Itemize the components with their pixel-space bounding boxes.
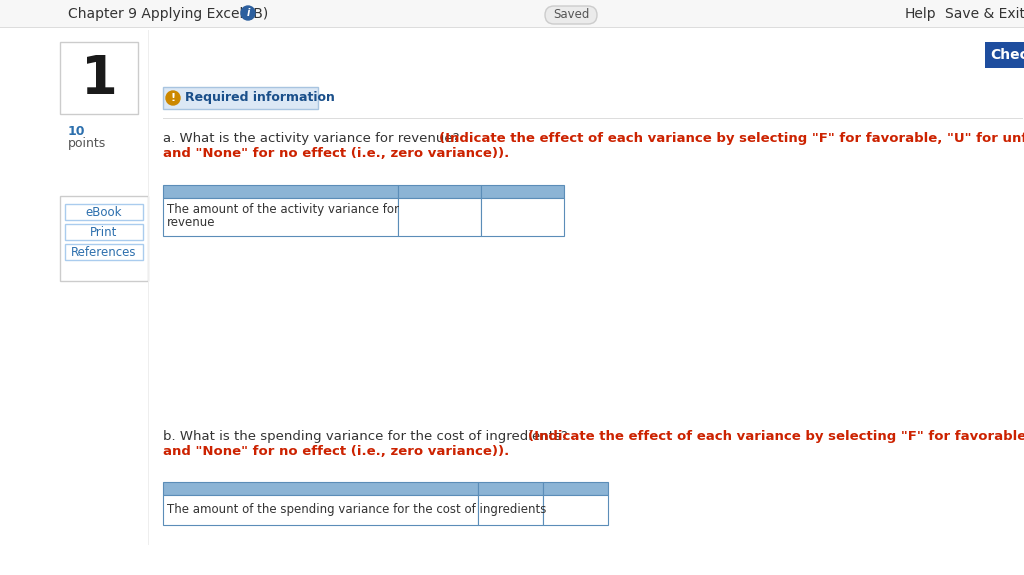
Text: Chapter 9 Applying Excel (B): Chapter 9 Applying Excel (B)	[68, 7, 268, 21]
Text: revenue: revenue	[167, 216, 215, 229]
Text: and "None" for no effect (i.e., zero variance)).: and "None" for no effect (i.e., zero var…	[163, 445, 509, 458]
Text: a. What is the activity variance for revenue?: a. What is the activity variance for rev…	[163, 132, 464, 145]
Bar	[60, 196, 148, 281]
Text: The amount of the activity variance for: The amount of the activity variance for	[167, 203, 399, 216]
Text: i: i	[247, 8, 250, 18]
Text: (Indicate the effect of each variance by selecting "F" for favorable, "U" for un: (Indicate the effect of each variance by…	[439, 132, 1024, 145]
Bar	[60, 42, 138, 114]
Bar	[478, 495, 543, 525]
Text: Print: Print	[90, 225, 118, 239]
Text: 10: 10	[68, 125, 85, 138]
Text: and "None" for no effect (i.e., zero variance)).: and "None" for no effect (i.e., zero var…	[163, 147, 509, 160]
Text: points: points	[68, 137, 106, 150]
Circle shape	[241, 6, 255, 20]
Text: References: References	[72, 246, 137, 259]
Text: (Indicate the effect of each variance by selecting "F" for favorable, "U" for un: (Indicate the effect of each variance by…	[528, 430, 1024, 443]
Bar	[0, 0, 1024, 28]
Bar	[478, 482, 543, 495]
Bar	[543, 482, 608, 495]
Text: The amount of the spending variance for the cost of ingredients: The amount of the spending variance for …	[167, 503, 547, 516]
Bar	[481, 198, 564, 236]
Bar	[543, 495, 608, 525]
Bar	[65, 224, 143, 240]
Bar	[163, 87, 318, 109]
Bar	[481, 185, 564, 198]
Bar	[163, 495, 478, 525]
Text: Required information: Required information	[185, 91, 335, 105]
Bar	[0, 27, 1024, 28]
Bar	[985, 42, 1024, 68]
Bar	[65, 244, 143, 260]
Bar	[398, 185, 481, 198]
Bar	[398, 198, 481, 236]
Bar	[65, 204, 143, 220]
Text: 1: 1	[81, 53, 118, 105]
Text: Help: Help	[905, 7, 937, 21]
Text: Saved: Saved	[553, 9, 589, 21]
Bar	[163, 482, 478, 495]
Text: b. What is the spending variance for the cost of ingredients?: b. What is the spending variance for the…	[163, 430, 572, 443]
Bar	[163, 198, 398, 236]
Bar	[163, 185, 398, 198]
Text: eBook: eBook	[86, 205, 122, 218]
FancyBboxPatch shape	[545, 6, 597, 24]
Text: !: !	[170, 93, 175, 103]
Text: Check: Check	[990, 48, 1024, 62]
Circle shape	[166, 91, 180, 105]
Text: Save & Exit: Save & Exit	[945, 7, 1024, 21]
